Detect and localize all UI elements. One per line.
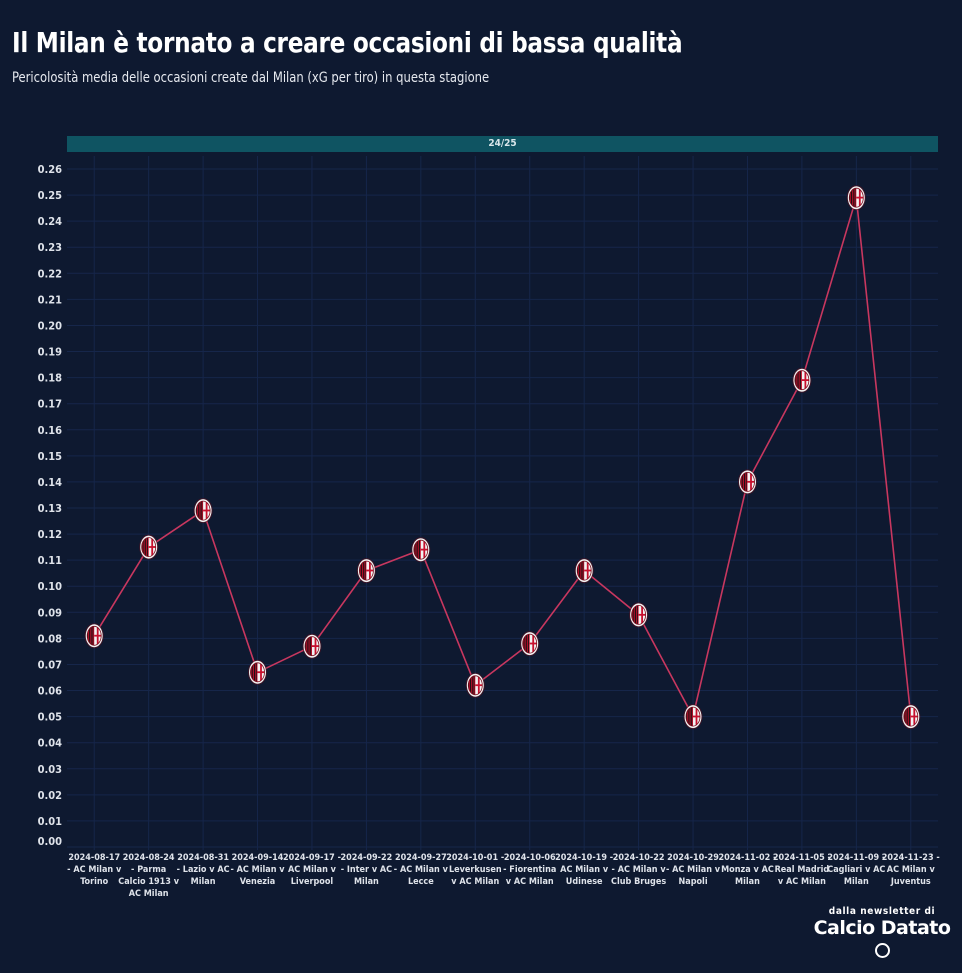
y-tick-label: 0.15 [38,450,63,463]
y-tick-label: 0.10 [38,580,63,593]
source-footer: dalla newsletter di Calcio Datato [812,906,952,961]
x-tick-label: 2024-11-05 -Real Madrid v AC Milan [773,853,831,887]
milan-crest-icon [411,537,431,563]
y-tick-label: 0.04 [38,737,63,750]
y-tick-label: 0.12 [38,528,63,541]
x-tick-label: 2024-10-19 -AC Milan v Udinese [555,853,613,887]
facet-header-season: 24/25 [67,136,938,152]
data-markers [84,185,921,730]
milan-crest-icon [846,185,866,211]
y-tick-label: 0.03 [38,763,63,776]
brand-name: Calcio Datato [813,917,951,939]
milan-crest-icon [248,659,267,685]
y-axis: 0.00 0.01 0.02 0.03 0.04 0.05 0.06 0.07 0.08 0.09… [38,163,63,848]
x-tick-label: 2024-10-22- AC Milan v Club Bruges [611,853,666,887]
y-tick-label: 0.02 [38,789,63,802]
y-tick-label: 0.11 [38,554,63,567]
y-tick-label: 0.07 [38,658,63,671]
y-tick-label: 0.09 [38,606,63,619]
x-tick-label: 2024-11-09 -Cagliari v AC Milan [827,853,885,887]
y-tick-label: 0.13 [38,502,63,515]
x-tick-label: 2024-11-02 -Monza v AC Milan [718,853,776,887]
milan-crest-icon [574,558,594,584]
brand-logo: Calcio Datato [812,917,952,961]
y-tick-label: 0.20 [38,319,63,332]
milan-crest-icon [139,534,159,560]
milan-crest-icon [84,623,104,649]
x-tick-label: 2024-10-06- Fiorentina v AC Milan [503,853,556,887]
y-tick-label: 0.18 [38,372,63,385]
y-tick-label: 0.08 [38,632,63,645]
milan-crest-icon [520,631,540,657]
y-tick-label: 0.06 [38,685,63,698]
y-tick-label: 0.22 [38,267,63,280]
x-tick-label: 2024-09-17 -AC Milan v Liverpool [283,853,341,887]
brand-mark-icon [875,943,890,958]
x-tick-label: 2024-10-29- AC Milan v Napoli [666,853,721,887]
y-tick-label: 0.24 [38,215,63,228]
x-tick-label: 2024-10-01 -Leverkusen v AC Milan [446,853,504,887]
milan-crest-icon [302,633,322,659]
y-tick-label: 0.23 [38,241,63,254]
xg-per-shot-line [93,196,912,718]
x-axis: 2024-08-17- AC Milan v Torino2024-08-24- … [67,853,940,899]
milan-crest-icon [356,558,376,584]
x-tick-label: 2024-09-14- AC Milan v Venezia [230,853,285,887]
milan-crest-icon [629,602,649,628]
y-tick-label: 0.25 [38,189,63,202]
milan-crest-icon [792,367,812,393]
milan-crest-icon [901,704,921,730]
x-tick-label: 2024-11-23 -AC Milan v Juventus [882,853,940,887]
y-tick-label: 0.19 [38,346,63,359]
milan-crest-icon [465,672,485,698]
milan-crest-icon [683,704,703,730]
newsletter-prefix: dalla newsletter di [828,906,936,917]
y-tick-label: 0.21 [38,293,63,306]
y-tick-label: 0.26 [38,163,63,176]
milan-crest-icon [193,498,213,524]
x-tick-label: 2024-08-31- Lazio v AC Milan [177,853,230,887]
y-tick-label: 0.14 [38,476,63,489]
y-tick-label: 0.17 [38,398,63,411]
x-tick-label: 2024-08-17- AC Milan v Torino [67,853,122,887]
x-tick-label: 2024-09-22- Inter v AC Milan [341,853,393,887]
y-tick-label: 0.05 [38,711,63,724]
chart-subtitle: Pericolosità media delle occasioni creat… [12,70,490,86]
y-tick-label: 0.16 [38,424,63,437]
x-tick-label: 2024-09-27- AC Milan v Lecce [394,853,449,887]
milan-crest-icon [738,469,757,495]
chart-title: Il Milan è tornato a creare occasioni di… [12,26,683,59]
y-tick-label: 0.01 [38,815,63,828]
x-tick-label: 2024-08-24- Parma Calcio 1913 v AC Milan [118,853,179,899]
y-tick-label: 0.00 [38,835,63,848]
